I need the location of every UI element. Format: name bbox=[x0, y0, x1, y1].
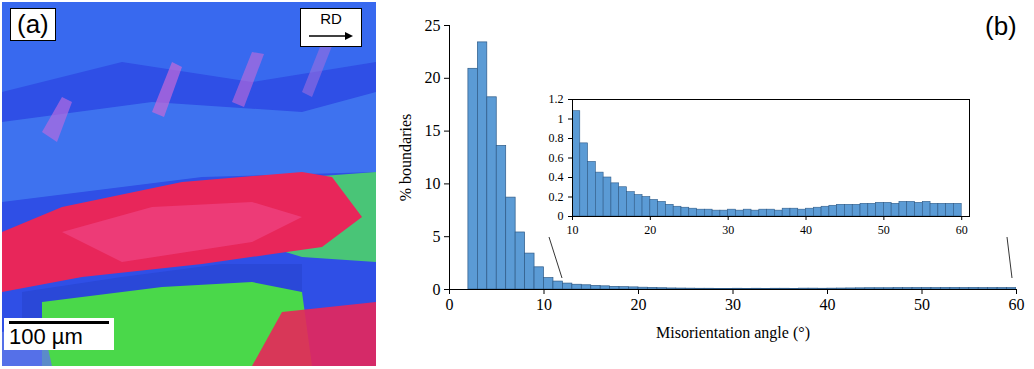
svg-text:20: 20 bbox=[425, 69, 441, 86]
svg-text:% boundaries: % boundaries bbox=[397, 114, 414, 202]
svg-text:40: 40 bbox=[800, 223, 812, 237]
svg-text:5: 5 bbox=[433, 228, 441, 245]
svg-text:Misorientation angle (°): Misorientation angle (°) bbox=[656, 324, 810, 342]
svg-text:50: 50 bbox=[914, 296, 930, 313]
svg-text:20: 20 bbox=[644, 223, 656, 237]
svg-text:1: 1 bbox=[558, 112, 564, 126]
html-text:(a): (a) bbox=[17, 9, 49, 39]
svg-text:0: 0 bbox=[558, 209, 564, 223]
svg-text:60: 60 bbox=[956, 223, 968, 237]
svg-text:40: 40 bbox=[820, 296, 836, 313]
svg-text:0.2: 0.2 bbox=[549, 190, 564, 204]
svg-text:10: 10 bbox=[536, 296, 552, 313]
html-text:(b): (b) bbox=[985, 11, 1017, 41]
svg-text:0.8: 0.8 bbox=[549, 131, 564, 145]
html-text:RD: RD bbox=[320, 10, 342, 27]
svg-text:0: 0 bbox=[433, 281, 441, 298]
svg-text:25: 25 bbox=[425, 17, 441, 34]
svg-text:10: 10 bbox=[425, 175, 441, 192]
svg-text:15: 15 bbox=[425, 122, 441, 139]
svg-text:50: 50 bbox=[878, 223, 890, 237]
svg-text:30: 30 bbox=[725, 296, 741, 313]
svg-text:1.2: 1.2 bbox=[549, 92, 564, 106]
svg-text:60: 60 bbox=[1009, 296, 1025, 313]
svg-text:0: 0 bbox=[446, 296, 454, 313]
svg-text:30: 30 bbox=[722, 223, 734, 237]
svg-text:20: 20 bbox=[631, 296, 647, 313]
html-text:100 µm: 100 µm bbox=[9, 324, 83, 349]
svg-text:10: 10 bbox=[567, 223, 579, 237]
svg-text:0.6: 0.6 bbox=[549, 151, 564, 165]
svg-text:0.4: 0.4 bbox=[549, 170, 564, 184]
